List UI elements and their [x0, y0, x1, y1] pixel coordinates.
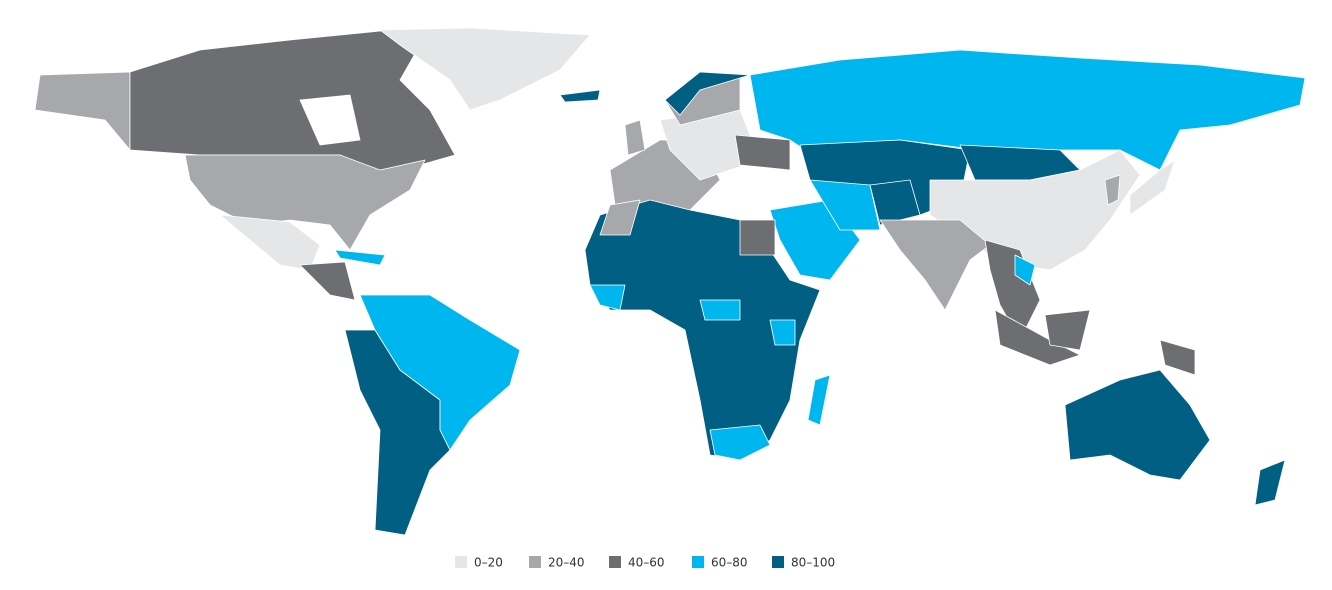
legend-label: 80–100 — [791, 556, 835, 570]
map-region — [809, 179, 881, 231]
legend-label: 0–20 — [474, 556, 503, 570]
legend-swatch — [772, 556, 784, 568]
map-region — [739, 219, 776, 256]
map-region — [664, 71, 751, 116]
map-region — [994, 309, 1081, 366]
map-region — [807, 374, 831, 426]
legend: 0–20 20–40 40–60 60–80 80–100 — [455, 556, 835, 570]
map-region — [34, 71, 131, 151]
map-region — [299, 261, 356, 301]
map-region — [1064, 369, 1211, 481]
map-region — [1254, 459, 1286, 506]
map-region — [1044, 309, 1091, 351]
map-region — [624, 119, 646, 156]
map-region — [589, 284, 626, 311]
map-region — [559, 89, 601, 103]
map-region — [879, 219, 991, 311]
map-region — [219, 214, 321, 271]
legend-swatch — [692, 556, 704, 568]
legend-label: 40–60 — [628, 556, 665, 570]
map-region — [1129, 159, 1176, 216]
legend-swatch — [609, 556, 621, 568]
legend-swatch — [529, 556, 541, 568]
map-region — [334, 249, 386, 266]
map-region — [734, 134, 791, 171]
map-region — [184, 154, 426, 251]
map-region — [299, 94, 361, 146]
map-region — [1014, 254, 1036, 286]
map-region — [709, 424, 771, 461]
map-region — [1159, 339, 1196, 376]
map-regions — [34, 27, 1306, 536]
legend-label: 60–80 — [711, 556, 748, 570]
map-region — [769, 319, 796, 346]
map-region — [599, 199, 641, 236]
map-region — [359, 294, 521, 451]
map-region — [379, 27, 591, 111]
map-region — [699, 299, 741, 321]
map-region — [869, 179, 921, 226]
legend-swatch — [455, 556, 467, 568]
legend-label: 20–40 — [548, 556, 585, 570]
map-region — [1104, 174, 1121, 206]
